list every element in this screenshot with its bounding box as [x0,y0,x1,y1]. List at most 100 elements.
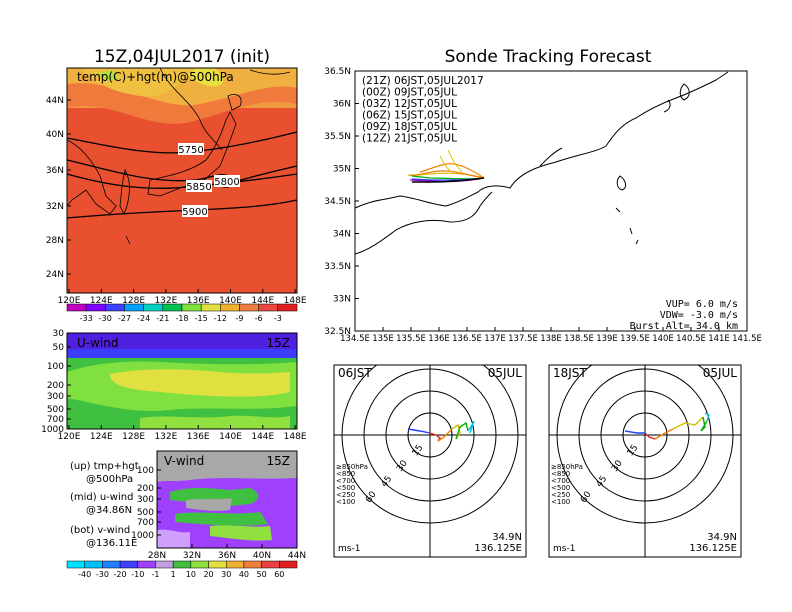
hodo-time: 06JST [338,366,372,380]
temperature-colorbar: -33 -30 -27 -24 -21 -18 -15 -12 -9 -6 -3 [66,303,298,323]
pressure-tick-label: 200 [137,484,154,494]
hodo-level-label: ≥850hPa [336,463,368,471]
wind-colorbar-swatch [119,560,139,569]
lon-tick-label: 124E [90,296,113,306]
legend-line: (up) tmp+hgt [70,461,139,472]
hodo-trace [455,421,469,440]
hodo-trace [624,430,645,434]
track-legend-entry: (21Z) 06JST,05JUL2017 [362,75,484,87]
lat-tick-label: 35N [333,165,351,175]
uwind-time: 15Z [267,336,291,350]
contour-label: 5850 [186,182,211,193]
lon-tick-label: 139.5E [620,334,650,344]
vwind-label: V-wind [164,454,204,468]
vwind-panel: V-wind 15Z [156,450,298,549]
lon-tick-label: 136E [428,334,450,344]
hodo-level-label: <100 [336,498,355,506]
legend-line: (bot) v-wind [70,525,130,536]
temp-scale-label: -21 [156,314,169,323]
pressure-tick-label: 30 [53,329,65,339]
lon-tick-label: 148E [284,296,307,306]
hodo-level-label: <850 [551,470,570,478]
hodo-level-label: <250 [551,491,570,499]
lon-tick-label: 140E [652,334,674,344]
lon-tick-label: 141.5E [732,334,762,344]
lon-tick-label: 128E [122,296,145,306]
uwind-lon-axis: 120E 124E 128E 132E 136E 140E 144E 148E [58,425,307,442]
uwind-label: U-wind [77,336,118,350]
lat-tick-label: 36.5N [324,67,351,77]
pressure-tick-label: 200 [47,381,64,391]
lat-tick-label: 28N [46,236,64,246]
burst-param: Burst Alt= 34.0 km [630,321,738,332]
pressure-tick-label: 300 [47,392,64,402]
lat-tick-label: 33N [333,295,351,305]
temp-colorbar-swatch [105,303,125,312]
lon-tick-label: 134.5E [340,334,370,344]
hodo-level-label: ≥850hPa [551,463,583,471]
pressure-tick-label: 50 [53,343,65,353]
right-title: Sonde Tracking Forecast [445,47,652,67]
wind-colorbar-swatch [137,560,156,569]
lat-tick-label: 32N [46,202,64,212]
lon-tick-label: 144E [251,296,274,306]
map-500hpa: 5750 5800 5850 5900 temp(C)+hgt(m)@500hP… [66,67,298,294]
hodo-trace [467,420,475,434]
wind-scale-label: -30 [96,570,109,579]
wind-scale-label: 30 [221,570,231,579]
lat-tick-label: 32.5N [324,327,351,337]
hodo-trace [407,428,431,434]
track-legend-entry: (09Z) 18JST,05JUL [362,121,457,133]
pressure-tick-label: 100 [137,466,154,476]
lon-tick-label: 135E [372,334,394,344]
wind-colorbar-swatch [66,560,85,569]
wind-colorbar-swatch [190,560,209,569]
lat-tick-label: 34.5N [324,197,351,207]
track-legend-entry: (00Z) 09JST,05JUL [362,87,457,99]
lat-tick-label: 40N [46,130,64,140]
temp-scale-label: -15 [195,314,208,323]
lon-tick-label: 148E [284,432,307,442]
left-title: 15Z,04JUL2017 (init) [94,47,270,67]
vdw-param: VDW= -3.0 m/s [660,310,738,321]
lon-tick-label: 137.5E [508,334,538,344]
vwind-time: 15Z [267,454,291,468]
hodo-trace [672,416,704,430]
temp-scale-label: -33 [80,314,93,323]
lat-tick-label: 40N [253,551,271,561]
wind-colorbar-swatch [243,560,262,569]
pressure-tick-label: 500 [137,508,154,518]
wind-colorbar-swatch [208,560,227,569]
wind-scale-label: 1 [171,570,176,579]
lat-tick-label: 33.5N [324,262,351,272]
wind-colorbar: -40 -30 -20 -10 -1 1 10 20 30 40 50 60 [66,560,298,579]
lon-tick-label: 124E [90,432,113,442]
wind-colorbar-swatch [102,560,121,569]
temp-scale-label: -24 [137,314,150,323]
legend-line: @500hPa [86,474,133,485]
wind-colorbar-swatch [261,560,280,569]
pressure-tick-label: 1000 [131,531,154,541]
hodo-unit: ms-1 [553,544,575,554]
lat-tick-label: 34N [333,230,351,240]
temp-colorbar-swatch [85,303,106,312]
lon-tick-label: 136.5E [452,334,482,344]
legend-line: @136.11E [86,538,137,549]
legend-line: @34.86N [86,505,132,516]
lon-tick-label: 136E [187,432,210,442]
lon-tick-label: 137E [484,334,506,344]
temp-colorbar-swatch [181,303,202,312]
lat-tick-label: 44N [288,551,306,561]
lat-tick-label: 35.5N [324,132,351,142]
wind-colorbar-swatch [155,560,174,569]
hodo-trace [654,428,674,440]
lon-tick-label: 128E [122,432,145,442]
lon-tick-label: 120E [58,432,81,442]
lat-tick-label: 24N [46,270,64,280]
temp-scale-label: -30 [99,314,112,323]
wind-colorbar-swatch [172,560,192,569]
map-lon-axis: 120E 124E 128E 132E 136E 140E 144E 148E [58,289,307,306]
